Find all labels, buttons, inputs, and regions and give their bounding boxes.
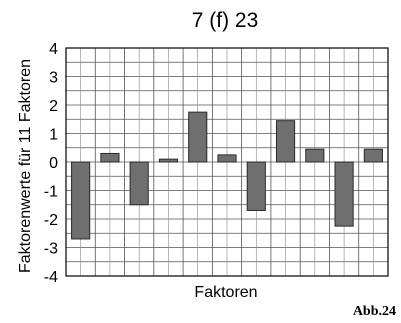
y-tick-label: -2 [44,212,58,229]
bar [246,161,266,211]
bar [217,154,237,163]
y-tick-label: -3 [44,241,58,258]
bar [129,161,149,206]
bar [100,152,120,163]
chart-title: 7 (f) 23 [192,9,259,32]
plot-frame [65,47,389,277]
figure-label: Abb.24 [353,304,396,319]
bar [158,158,179,163]
y-axis-ticks: 4 3 2 1 0 -1 -2 -3 -4 [44,41,58,286]
y-tick-label: 4 [49,41,58,58]
y-tick-label: -1 [44,184,58,201]
bar [363,148,383,163]
grid [66,47,388,277]
y-tick-label: 0 [49,155,58,172]
y-tick-label: 1 [49,127,58,144]
bars [71,111,383,240]
y-tick-label: 3 [49,70,58,87]
bar [305,148,325,163]
y-tick-label: 2 [49,98,58,115]
bar [71,161,91,240]
x-axis-label: Faktoren [194,284,257,301]
bar [275,120,296,163]
bar [188,111,208,163]
y-tick-label: -4 [44,269,58,286]
y-axis-label: Faktorenwerte für 11 Faktoren [17,59,34,273]
bar [334,161,354,227]
